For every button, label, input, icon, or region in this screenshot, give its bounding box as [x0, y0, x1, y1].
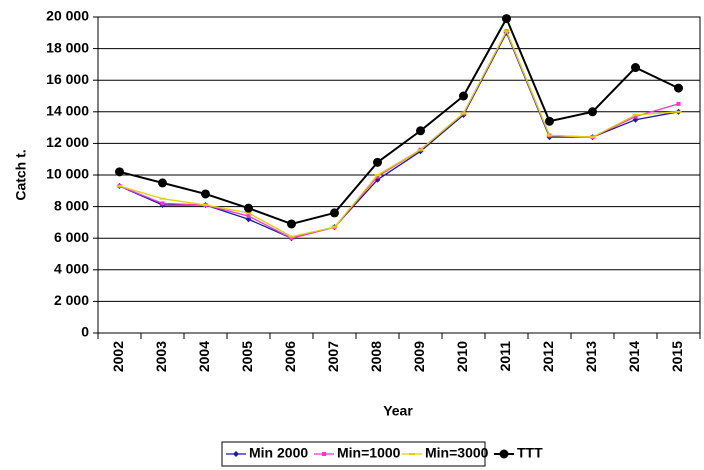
data-point — [115, 167, 124, 177]
x-tick-label: 2012 — [540, 341, 556, 372]
x-tick-label: 2007 — [325, 341, 341, 372]
y-axis-title: Catch t. — [13, 149, 29, 200]
data-point — [373, 157, 382, 167]
x-tick-label: 2004 — [196, 341, 212, 372]
x-tick-label: 2008 — [368, 341, 384, 372]
data-point — [246, 214, 251, 219]
data-point — [287, 219, 296, 229]
x-tick-label: 2005 — [239, 341, 255, 372]
legend-marker — [233, 451, 239, 457]
x-tick-label: 2013 — [583, 341, 599, 372]
data-point — [375, 174, 380, 179]
x-tick-label: 2011 — [497, 341, 513, 372]
legend-label: Min 2000 — [249, 445, 308, 461]
data-point — [244, 203, 253, 213]
legend-box — [221, 441, 486, 467]
y-tick-label: 20 000 — [46, 8, 89, 24]
series-line — [119, 29, 679, 239]
y-tick-label: 12 000 — [46, 134, 89, 150]
x-tick-label: 2009 — [411, 341, 427, 372]
x-axis-title: Year — [383, 403, 413, 419]
data-point — [330, 208, 339, 218]
x-tick-label: 2015 — [669, 341, 685, 372]
data-point — [160, 201, 165, 206]
y-tick-label: 0 — [81, 324, 89, 340]
data-point — [416, 126, 425, 136]
data-point — [674, 83, 683, 93]
y-tick-label: 4 000 — [54, 261, 89, 277]
y-tick-label: 16 000 — [46, 71, 89, 87]
y-tick-label: 18 000 — [46, 39, 89, 55]
data-point — [631, 63, 640, 73]
legend-label: Min=3000 — [425, 445, 489, 461]
y-tick-label: 6 000 — [54, 229, 89, 245]
y-tick-label: 2 000 — [54, 292, 89, 308]
y-tick-label: 8 000 — [54, 197, 89, 213]
data-point — [545, 116, 554, 126]
data-point — [459, 91, 468, 101]
y-tick-label: 10 000 — [46, 166, 89, 182]
x-tick-label: 2010 — [454, 341, 470, 372]
series-line — [119, 29, 679, 238]
legend-marker — [322, 452, 326, 456]
x-tick-label: 2006 — [282, 341, 298, 372]
x-tick-label: 2002 — [110, 341, 126, 372]
data-point — [633, 114, 638, 119]
legend-label: TTT — [517, 445, 543, 461]
x-tick-label: 2003 — [153, 341, 169, 372]
data-point — [158, 178, 167, 188]
legend-label: Min=1000 — [337, 445, 401, 461]
data-point — [676, 101, 681, 106]
data-point — [201, 189, 210, 199]
x-tick-label: 2014 — [626, 341, 642, 372]
legend-marker — [499, 449, 509, 459]
data-point — [588, 107, 597, 117]
data-point — [502, 14, 511, 24]
y-tick-label: 14 000 — [46, 103, 89, 119]
data-point — [289, 236, 294, 241]
series-line — [119, 16, 679, 226]
